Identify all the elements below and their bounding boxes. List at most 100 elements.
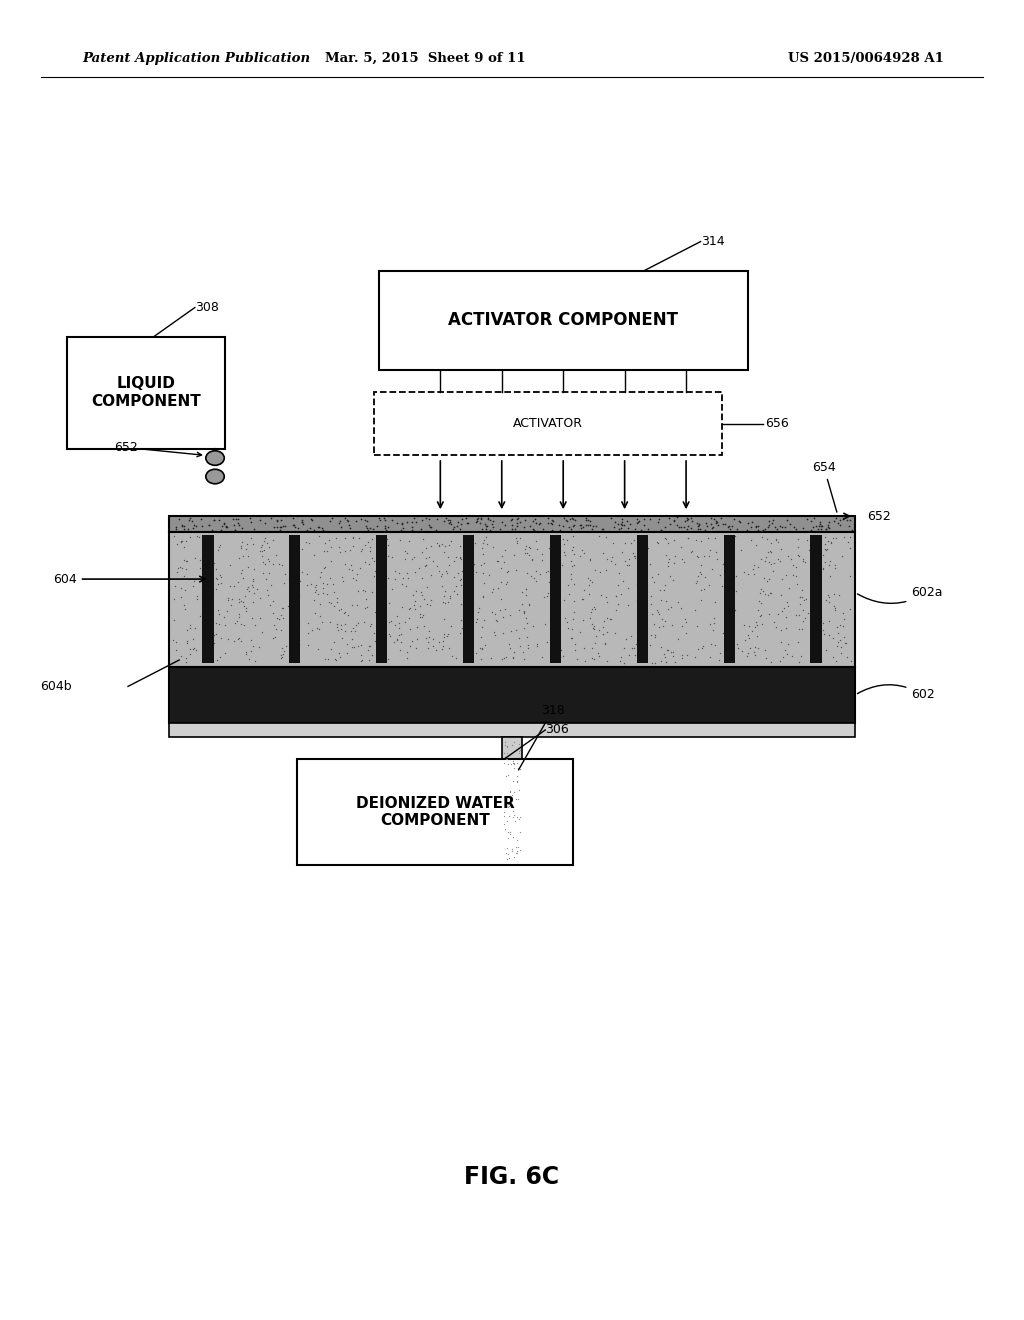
Point — [178, 632, 195, 653]
Point — [184, 517, 201, 539]
Point — [352, 557, 369, 578]
Point — [414, 510, 430, 531]
Point — [657, 528, 674, 549]
Point — [756, 568, 772, 589]
Point — [820, 611, 837, 632]
Point — [765, 560, 781, 581]
Point — [311, 525, 328, 546]
Point — [402, 598, 419, 619]
Point — [217, 517, 233, 539]
Point — [204, 520, 220, 541]
Point — [499, 572, 515, 593]
Point — [610, 562, 627, 583]
Point — [231, 587, 248, 609]
Point — [210, 599, 226, 620]
Point — [514, 593, 530, 614]
Point — [282, 569, 298, 590]
Point — [471, 598, 487, 619]
Point — [500, 561, 516, 582]
Point — [205, 583, 221, 605]
Point — [175, 519, 191, 540]
Point — [343, 554, 359, 576]
Point — [409, 638, 425, 659]
Point — [749, 615, 765, 636]
Point — [238, 643, 254, 664]
Point — [644, 566, 660, 587]
Point — [401, 531, 418, 552]
Point — [383, 546, 399, 568]
Point — [263, 574, 280, 595]
Text: 308: 308 — [195, 301, 219, 314]
Point — [489, 550, 506, 572]
Point — [245, 569, 261, 590]
Point — [307, 582, 324, 603]
Point — [226, 513, 243, 535]
Point — [302, 517, 318, 539]
Point — [194, 552, 210, 573]
Point — [785, 554, 802, 576]
Point — [474, 638, 490, 659]
Point — [761, 568, 777, 589]
Point — [167, 576, 183, 597]
Point — [538, 561, 554, 582]
Point — [512, 759, 528, 780]
Point — [442, 512, 459, 533]
Point — [795, 599, 811, 620]
Point — [598, 651, 614, 672]
Point — [649, 599, 666, 620]
Point — [307, 603, 324, 624]
Point — [199, 583, 215, 605]
Point — [739, 643, 756, 664]
Point — [766, 611, 782, 632]
Point — [760, 541, 776, 562]
Point — [658, 651, 675, 672]
Point — [316, 556, 333, 577]
Point — [349, 581, 366, 602]
Text: 602a: 602a — [857, 586, 943, 603]
Point — [787, 566, 804, 587]
Bar — [169, 532, 855, 667]
Point — [753, 593, 769, 614]
Point — [423, 516, 439, 537]
Point — [769, 519, 785, 540]
Point — [408, 590, 424, 611]
Point — [383, 510, 399, 531]
Point — [718, 550, 734, 572]
Point — [474, 537, 490, 558]
Point — [396, 540, 413, 561]
Point — [449, 576, 465, 597]
Point — [302, 573, 318, 594]
Point — [308, 574, 325, 595]
Point — [228, 510, 245, 531]
Point — [469, 609, 485, 630]
Point — [289, 594, 305, 615]
Point — [290, 517, 306, 539]
Point — [433, 639, 450, 660]
Point — [168, 632, 184, 653]
Point — [304, 619, 321, 640]
Point — [627, 644, 643, 665]
Point — [583, 511, 599, 532]
Point — [703, 517, 720, 539]
Point — [482, 519, 499, 540]
Point — [498, 647, 514, 668]
Point — [269, 516, 286, 537]
Point — [439, 623, 456, 644]
Point — [559, 529, 575, 550]
Point — [479, 533, 496, 554]
Point — [418, 554, 434, 576]
Point — [626, 529, 642, 550]
Point — [230, 591, 247, 612]
Point — [555, 645, 571, 667]
Point — [499, 849, 515, 870]
Point — [442, 510, 459, 531]
Point — [818, 640, 835, 661]
Point — [274, 638, 291, 659]
Point — [329, 612, 345, 634]
Point — [843, 651, 859, 672]
Point — [519, 562, 536, 583]
Point — [419, 577, 435, 598]
Point — [673, 516, 689, 537]
Text: Patent Application Publication: Patent Application Publication — [82, 51, 310, 65]
Point — [458, 508, 474, 529]
